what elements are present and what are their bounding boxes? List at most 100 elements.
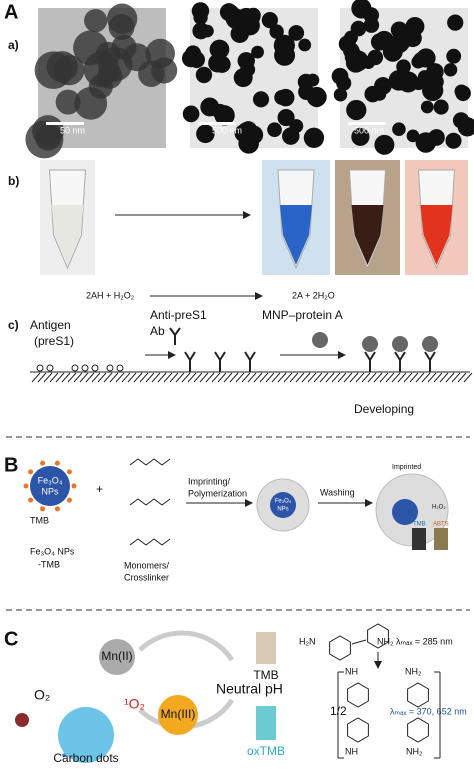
mn-label: Mn(III) xyxy=(161,707,196,721)
nanoparticle xyxy=(346,99,367,121)
particle-label: NPs xyxy=(41,486,59,496)
hatch xyxy=(145,372,155,383)
particle xyxy=(392,499,418,525)
tmb-dot xyxy=(40,506,46,512)
hatch xyxy=(319,372,329,383)
hatch xyxy=(409,372,419,383)
vial xyxy=(434,528,448,550)
hatch xyxy=(229,372,239,383)
nanoparticle xyxy=(396,59,411,75)
antibody-label: Ab xyxy=(150,324,165,338)
h2o2-label: H₂O₂ xyxy=(432,505,446,511)
hatch xyxy=(211,372,221,383)
monomer xyxy=(129,498,171,506)
hatch xyxy=(313,372,323,383)
nanoparticle xyxy=(209,39,230,60)
hatch xyxy=(253,372,263,383)
hatch xyxy=(463,372,473,383)
antibody xyxy=(244,351,256,372)
nanoparticle xyxy=(416,48,436,68)
panel-label: B xyxy=(4,454,18,476)
tmb-dot xyxy=(23,483,29,489)
nanoparticle xyxy=(309,93,324,108)
hatch xyxy=(193,372,203,383)
nanoparticle xyxy=(282,127,300,145)
nanoparticle xyxy=(193,10,208,25)
antigen-label: Antigen xyxy=(30,318,71,332)
nanoparticle xyxy=(237,52,255,70)
nanoparticle xyxy=(192,22,210,40)
antibody-label: Anti-preS1 xyxy=(150,308,207,322)
particle-label: NPs xyxy=(277,507,288,513)
singlet-oxygen: ¹O₂ xyxy=(124,696,145,712)
antigen xyxy=(36,364,44,372)
ring xyxy=(329,635,351,661)
liquid xyxy=(351,205,384,265)
antigen xyxy=(71,364,79,372)
tmb-dot xyxy=(28,497,34,503)
hatch xyxy=(325,372,335,383)
hatch xyxy=(439,372,449,383)
nanoparticle xyxy=(415,132,437,153)
hatch xyxy=(97,372,107,383)
hatch xyxy=(355,372,365,383)
amine: NH₂ xyxy=(377,636,394,646)
light-source xyxy=(15,713,29,727)
nanoparticle xyxy=(233,68,253,88)
carbon-dots-label: Carbon dots xyxy=(53,751,118,765)
ring xyxy=(367,623,389,649)
sub-label: b) xyxy=(8,174,19,188)
vial xyxy=(256,632,276,664)
panel-label: A xyxy=(4,1,18,23)
hatch xyxy=(379,372,389,383)
hatch xyxy=(103,372,113,383)
hatch xyxy=(181,372,191,383)
nanoparticle xyxy=(251,45,264,59)
developing-label: Developing xyxy=(354,402,414,416)
scale-bar-label: 500 nm xyxy=(212,125,242,135)
nanoparticle xyxy=(433,99,449,115)
ring xyxy=(407,717,429,743)
antibody xyxy=(364,351,376,372)
hatch xyxy=(169,372,179,383)
particle xyxy=(270,492,296,518)
step-label: Washing xyxy=(320,487,355,497)
hatch xyxy=(451,372,461,383)
hatch xyxy=(55,372,65,383)
hatch xyxy=(307,372,317,383)
hatch xyxy=(187,372,197,383)
particle-label: Fe₃O₄ xyxy=(275,499,292,505)
monomers-label: Monomers/ xyxy=(124,560,170,570)
nanoparticle xyxy=(212,103,228,120)
hatch xyxy=(367,372,377,383)
hatch xyxy=(277,372,287,383)
bond xyxy=(351,639,367,645)
liquid xyxy=(51,205,84,265)
nanoparticle xyxy=(367,49,384,66)
nanoparticle xyxy=(417,70,432,84)
mnp-label: MNP–protein A xyxy=(262,308,343,322)
antibody xyxy=(184,351,196,372)
hatch xyxy=(343,372,353,383)
antibody xyxy=(394,351,406,372)
nanoparticle xyxy=(298,83,315,100)
hatch xyxy=(157,372,167,383)
nanoparticle xyxy=(274,89,290,105)
ring xyxy=(347,682,369,708)
hatch xyxy=(421,372,431,383)
tmb-label: TMB xyxy=(253,668,278,682)
nanoparticle xyxy=(108,14,135,41)
nanoparticle xyxy=(331,67,349,85)
nanoparticle xyxy=(420,100,434,114)
hatch xyxy=(259,372,269,383)
nanoparticle xyxy=(74,86,108,120)
hatch xyxy=(427,372,437,383)
nanoparticle xyxy=(46,51,78,83)
monomer xyxy=(129,458,171,466)
hatch xyxy=(127,372,137,383)
ring xyxy=(407,682,429,708)
nanoparticle xyxy=(83,51,120,88)
hatch xyxy=(73,372,83,383)
